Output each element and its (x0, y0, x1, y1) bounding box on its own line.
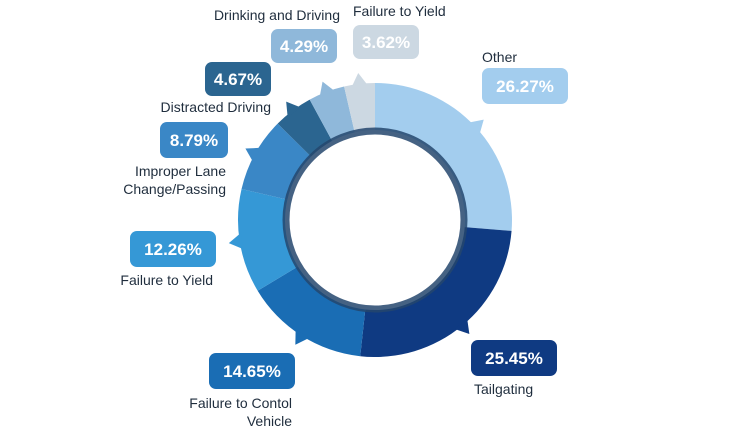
category-label-6: Distracted Driving (161, 99, 271, 115)
value-label-2: 25.45% (485, 349, 543, 368)
value-label-8: 3.62% (362, 33, 410, 52)
value-badge-7 (271, 29, 337, 63)
value-label-3: 14.65% (223, 362, 281, 381)
value-badge-4 (130, 231, 216, 267)
value-label-4: 12.26% (144, 240, 202, 259)
slice-pointer-1 (468, 119, 484, 135)
value-badge-5 (160, 122, 228, 158)
slice-8 (344, 83, 375, 133)
category-label-4: Failure to Yield (120, 272, 213, 288)
category-label-5-line-2: Change/Passing (123, 181, 226, 197)
category-label-7: Drinking and Driving (214, 7, 340, 23)
slice-pointer-7 (319, 81, 335, 97)
slice-7 (309, 86, 355, 141)
value-label-1: 26.27% (496, 77, 554, 96)
labels-group: 26.27% Other 25.45% Tailgating 14.65% Failure… (120, 3, 568, 429)
category-label-1: Other (482, 49, 517, 65)
category-label-2: Tailgating (474, 381, 533, 397)
slice-pointer-6 (286, 101, 301, 118)
value-label-7: 4.29% (280, 37, 328, 56)
value-badge-2 (471, 340, 557, 376)
slice-2 (360, 227, 512, 357)
inner-ring (282, 127, 468, 313)
slice-pointer-8 (351, 72, 368, 88)
value-badge-6 (205, 62, 271, 96)
value-label-5: 8.79% (170, 131, 218, 150)
slice-3 (257, 266, 366, 357)
slice-pointer-3 (295, 329, 310, 345)
category-label-3-line-2: Vehicle (247, 413, 292, 429)
value-badge-1 (482, 68, 568, 104)
slice-pointer-2 (454, 318, 470, 335)
donut-hole (290, 135, 460, 305)
category-label-5-line-1: Improper Lane (135, 163, 226, 179)
slice-1 (375, 83, 512, 231)
slice-pointer-5 (245, 147, 261, 162)
value-label-6: 4.67% (214, 70, 262, 89)
slice-pointer-4 (228, 233, 244, 250)
slices-group (228, 72, 512, 357)
category-label-8: Failure to Yield (353, 3, 446, 19)
value-badge-3 (209, 353, 295, 389)
value-badge-8 (353, 25, 419, 59)
category-label-3-line-1: Failure to Contol (189, 395, 292, 411)
